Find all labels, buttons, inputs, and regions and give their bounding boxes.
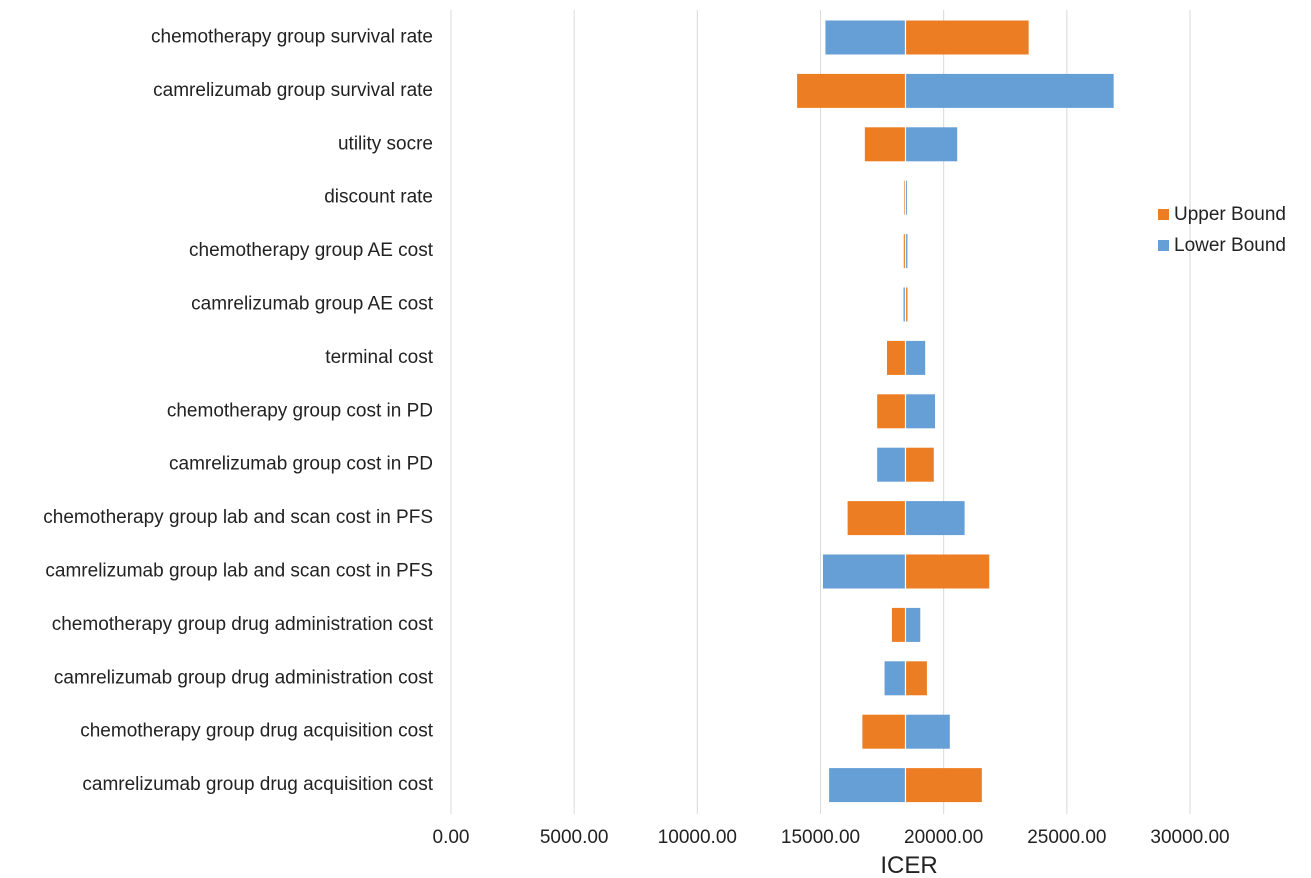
category-label: camrelizumab group drug administration c… <box>54 667 434 688</box>
category-label: chemotherapy group drug administration c… <box>52 614 434 635</box>
bar-upper-bound <box>905 20 1029 55</box>
bar-lower-bound <box>825 20 906 55</box>
gridlines <box>450 10 1191 814</box>
category-label: utility socre <box>338 133 433 154</box>
bar-upper-bound <box>862 714 906 749</box>
legend-label: Upper Bound <box>1174 204 1286 225</box>
legend-swatch <box>1158 240 1169 251</box>
x-tick-label: 20000.00 <box>904 827 983 848</box>
bar-lower-bound <box>905 73 1114 108</box>
bar-lower-bound <box>905 340 926 375</box>
x-tick-label: 10000.00 <box>658 827 737 848</box>
bar-lower-bound <box>905 714 950 749</box>
bar-upper-bound <box>905 661 927 696</box>
category-label: chemotherapy group lab and scan cost in … <box>43 507 433 528</box>
legend-label: Lower Bound <box>1174 235 1286 256</box>
bar-upper-bound <box>905 554 990 589</box>
x-tick-label: 15000.00 <box>781 827 860 848</box>
x-tick-label: 25000.00 <box>1027 827 1106 848</box>
bar-upper-bound <box>891 607 906 642</box>
bar-upper-bound <box>905 447 934 482</box>
category-label: camrelizumab group lab and scan cost in … <box>45 561 433 582</box>
category-labels: chemotherapy group survival rate camreliz… <box>43 27 433 796</box>
bar-upper-bound <box>887 340 906 375</box>
bar-upper-bound <box>905 287 908 322</box>
category-label: chemotherapy group survival rate <box>151 27 433 48</box>
bar-lower-bound <box>905 607 921 642</box>
bar-upper-bound <box>797 73 906 108</box>
category-label: chemotherapy group drug acquisition cost <box>80 721 433 742</box>
x-tick-labels: 0.00 5000.00 10000.00 15000.00 20000.00 25000… <box>433 827 1230 848</box>
bar-lower-bound <box>905 394 936 429</box>
bar-lower-bound <box>829 768 906 803</box>
bars <box>797 18 1114 804</box>
bar-lower-bound <box>905 501 965 536</box>
bar-lower-bound <box>905 127 958 162</box>
x-tick-label: 30000.00 <box>1150 827 1229 848</box>
category-label: chemotherapy group cost in PD <box>167 400 433 421</box>
bar-lower-bound <box>877 447 906 482</box>
bar-lower-bound <box>884 661 906 696</box>
bar-upper-bound <box>903 234 906 269</box>
bar-upper-bound <box>864 127 906 162</box>
bar-upper-bound <box>847 501 906 536</box>
bar-lower-bound <box>905 180 907 215</box>
bar-upper-bound <box>905 768 982 803</box>
category-label: terminal cost <box>325 347 433 368</box>
legend: Upper Bound Lower Bound <box>1158 204 1286 256</box>
category-label: camrelizumab group AE cost <box>191 294 434 315</box>
x-tick-label: 5000.00 <box>540 827 609 848</box>
category-label: discount rate <box>324 187 433 208</box>
bar-lower-bound <box>905 234 908 269</box>
category-label: camrelizumab group drug acquisition cost <box>82 774 433 795</box>
category-label: chemotherapy group AE cost <box>189 240 434 261</box>
category-label: camrelizumab group survival rate <box>153 80 433 101</box>
legend-swatch <box>1158 209 1169 220</box>
bar-upper-bound <box>877 394 906 429</box>
x-tick-label: 0.00 <box>433 827 470 848</box>
category-label: camrelizumab group cost in PD <box>169 454 433 475</box>
bar-lower-bound <box>903 287 906 322</box>
x-axis-title: ICER <box>880 852 937 878</box>
bar-lower-bound <box>822 554 906 589</box>
